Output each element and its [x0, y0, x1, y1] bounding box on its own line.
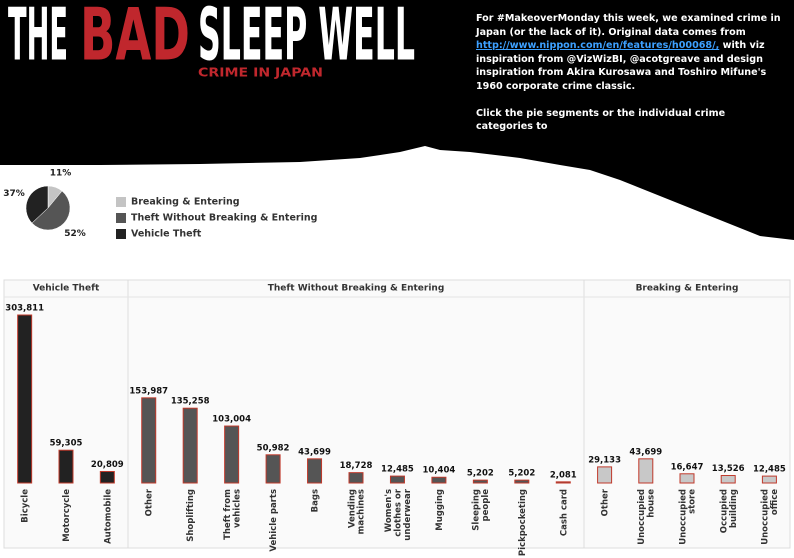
bar[interactable] [17, 314, 33, 484]
category-label[interactable]: Vehicle parts [269, 489, 279, 552]
legend-label[interactable]: Theft Without Breaking & Entering [131, 213, 317, 224]
description-text: with viz inspiration from @VizWizBI, @ac… [476, 40, 767, 92]
category-label[interactable]: Theft fromvehicles [222, 489, 241, 540]
legend-swatch[interactable] [116, 213, 126, 223]
value-label: 10,404 [423, 466, 456, 476]
category-label[interactable]: Unoccupiedoffice [760, 489, 779, 545]
category-label[interactable]: Other [144, 488, 154, 516]
bar[interactable] [141, 397, 157, 484]
panel-title: Breaking & Entering [636, 284, 739, 294]
category-label[interactable]: Automobile [103, 489, 113, 544]
bar[interactable] [431, 476, 447, 484]
value-label: 18,728 [340, 461, 373, 471]
value-label: 20,809 [91, 460, 124, 470]
value-label: 2,081 [550, 470, 577, 480]
category-label[interactable]: Bicycle [20, 489, 30, 523]
title-part: SLEEP WELL [198, 0, 415, 77]
instruction: Click the pie segments or the individual… [476, 107, 726, 133]
description: For #MakeoverMonday this week, we examin… [476, 12, 782, 134]
value-label: 29,133 [588, 455, 621, 465]
bar[interactable] [99, 470, 115, 484]
value-label: 135,258 [171, 397, 210, 407]
value-label: 153,987 [129, 386, 168, 396]
subtitle: CRIME IN JAPAN [198, 66, 323, 80]
pie-slice[interactable] [25, 185, 49, 224]
legend-swatch[interactable] [116, 197, 126, 207]
value-label: 16,647 [671, 462, 704, 472]
bar[interactable] [389, 475, 405, 484]
legend-label[interactable]: Breaking & Entering [131, 197, 240, 208]
value-label: 59,305 [50, 439, 83, 449]
category-label[interactable]: Other [600, 488, 610, 516]
legend-label[interactable]: Vehicle Theft [131, 229, 202, 240]
source-link[interactable]: http://www.nippon.com/en/features/h00068… [476, 40, 720, 51]
bar[interactable] [761, 475, 777, 484]
bar[interactable] [182, 407, 198, 484]
title-part: BAD [80, 0, 190, 77]
value-label: 12,485 [381, 465, 414, 475]
description-text: For #MakeoverMonday this week, we examin… [476, 13, 781, 38]
pie-label: 11% [50, 169, 72, 179]
category-label[interactable]: Bags [310, 489, 320, 512]
bar[interactable] [638, 458, 654, 484]
category-label[interactable]: Unoccupiedhouse [637, 489, 656, 545]
category-label[interactable]: Sleepingpeople [471, 489, 490, 531]
category-label[interactable]: Shoplifting [186, 489, 196, 542]
bar[interactable] [58, 449, 74, 484]
bar[interactable] [348, 472, 364, 484]
panel-title: Vehicle Theft [33, 284, 100, 294]
category-label[interactable]: Women'sclothes orunderwear [384, 488, 413, 540]
bar-panel-frame [3, 279, 791, 549]
category-label[interactable]: Mugging [434, 489, 444, 531]
value-label: 5,202 [467, 469, 494, 479]
category-label[interactable]: Unoccupiedstore [678, 489, 697, 545]
pie-label: 52% [64, 229, 86, 239]
bar[interactable] [597, 466, 613, 484]
category-label[interactable]: Vendingmachines [347, 489, 366, 534]
legend-swatch[interactable] [116, 229, 126, 239]
value-label: 43,699 [298, 447, 331, 457]
value-label: 103,004 [212, 415, 251, 425]
value-label: 13,526 [712, 464, 745, 474]
bar[interactable] [514, 479, 530, 484]
category-label[interactable]: Cash card [559, 489, 569, 536]
bar[interactable] [472, 479, 488, 484]
value-label: 5,202 [508, 469, 535, 479]
value-label: 50,982 [257, 443, 290, 453]
value-label: 43,699 [629, 447, 662, 457]
category-label[interactable]: Motorcycle [62, 489, 72, 542]
category-label[interactable]: Occupiedbuilding [719, 489, 738, 533]
title-part: THE [8, 0, 68, 77]
bar[interactable] [265, 454, 281, 484]
value-label: 303,811 [5, 304, 44, 314]
bar[interactable] [720, 475, 736, 484]
bar[interactable] [307, 458, 323, 484]
bar[interactable] [555, 481, 571, 484]
panel-title: Theft Without Breaking & Entering [268, 284, 445, 294]
bar[interactable] [224, 425, 240, 484]
pie-slice[interactable] [31, 190, 71, 231]
value-label: 12,485 [753, 465, 786, 475]
category-label[interactable]: Pickpocketing [517, 489, 527, 556]
header-background [0, 0, 794, 240]
bar[interactable] [679, 473, 695, 484]
pie-label: 37% [3, 189, 25, 199]
